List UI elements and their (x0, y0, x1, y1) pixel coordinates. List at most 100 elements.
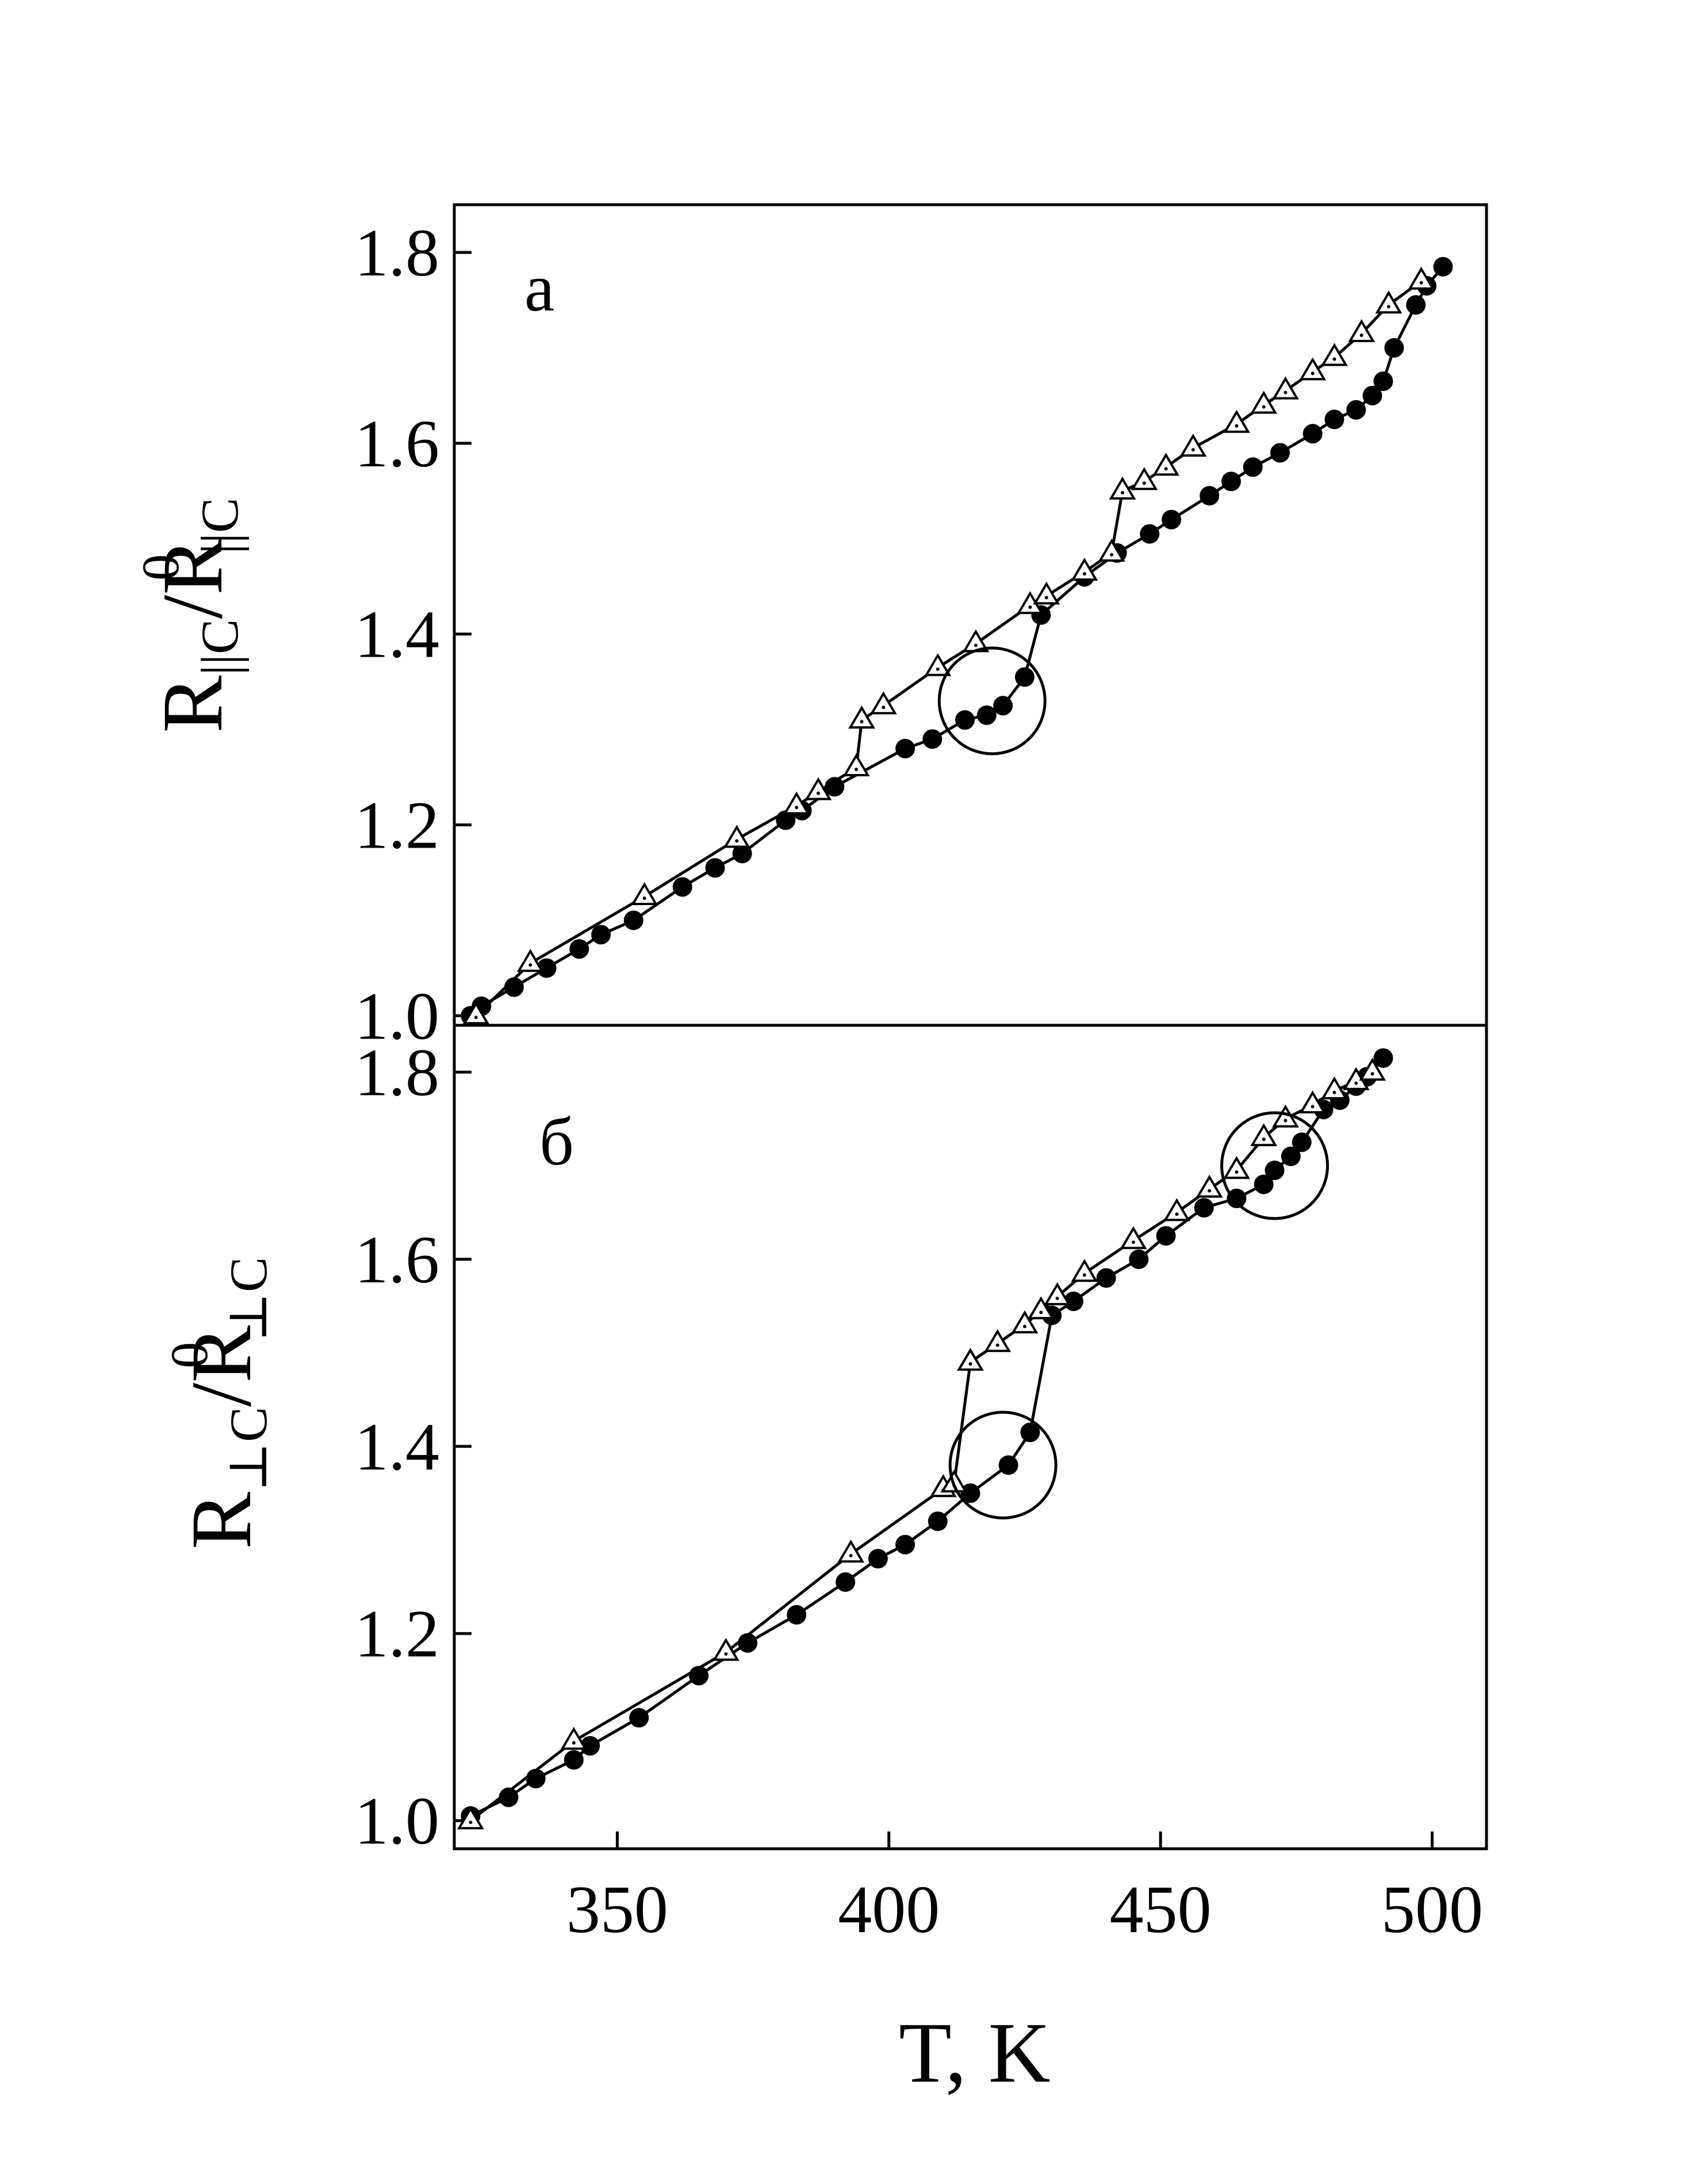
data-point-circle (564, 1750, 584, 1770)
data-point-triangle (1223, 1156, 1250, 1179)
data-point-circle (998, 1455, 1018, 1475)
data-point-circle (960, 1483, 980, 1503)
data-point-circle (738, 1633, 758, 1653)
panel-b: 1.01.21.41.61.8 350 400 450 500 б R⊥C/R0⊥C … (160, 1024, 1488, 2101)
data-point-circle (1384, 338, 1404, 358)
data-point-triangle (1321, 1076, 1348, 1099)
data-point-triangle (1272, 376, 1299, 400)
data-point-triangle (1321, 343, 1348, 366)
y-tick-label: 1.8 (355, 215, 440, 290)
x-tick-label: 350 (566, 1872, 668, 1947)
y-tick-label: 1.4 (355, 597, 440, 672)
data-point-circle (1433, 256, 1453, 277)
ylabel-b-sub2: ⊥C (219, 1257, 278, 1342)
data-point-triangle (1196, 1174, 1223, 1198)
highlight-circle (948, 1411, 1058, 1520)
data-point-circle (1014, 667, 1035, 687)
data-point-circle (836, 1572, 856, 1592)
data-point-circle (976, 705, 997, 725)
y-tick-label: 1.0 (355, 1783, 440, 1859)
data-point-circle (689, 1665, 709, 1685)
ylabel-a-base2: R (145, 538, 240, 595)
highlight-circle (937, 646, 1047, 756)
ylabel-a-slash: / (145, 595, 240, 619)
data-point-circle (993, 696, 1013, 716)
data-point-circle (1162, 509, 1182, 530)
data-point-triangle (1348, 319, 1376, 342)
series-line-open-triangle (469, 1071, 1373, 1822)
y-tick-label: 1.8 (355, 1034, 440, 1110)
x-tick-label: 500 (1381, 1872, 1483, 1947)
data-point-circle (1270, 443, 1290, 463)
panel-b-y-ticks: 1.0 1.2 1.4 1.6 1.8 (355, 1034, 472, 1859)
data-point-triangle (560, 1726, 588, 1750)
data-point-circle (825, 777, 845, 797)
data-point-triangle (1033, 581, 1060, 605)
panel-b-series (457, 1048, 1393, 1830)
panel-a-series (461, 256, 1453, 1026)
data-point-circle (868, 1549, 888, 1569)
panel-a: 1.01.21.41.61.8 а R||C/R0||C (131, 203, 1488, 1053)
data-point-triangle (1163, 1198, 1190, 1221)
data-point-circle (1243, 457, 1263, 477)
data-point-circle (776, 810, 796, 830)
data-point-triangle (1109, 476, 1136, 500)
data-point-triangle (516, 949, 544, 972)
ylabel-a-sub: ||C (190, 619, 249, 675)
y-tick-label: 1.6 (355, 406, 440, 481)
data-point-triangle (1250, 1123, 1278, 1147)
data-point-triangle (1299, 1090, 1327, 1114)
data-point-triangle (848, 706, 875, 729)
ylabel-b-sup2: 0 (160, 1342, 219, 1369)
data-point-triangle (869, 691, 897, 715)
y-tick-label: 1.2 (355, 1596, 440, 1672)
panel-a-y-axis-label: R||C/R0||C (131, 497, 249, 733)
data-point-circle (1156, 1226, 1176, 1246)
data-point-circle (1324, 409, 1344, 430)
data-point-triangle (1375, 290, 1403, 314)
data-point-circle (1265, 1160, 1285, 1181)
data-point-triangle (1179, 434, 1207, 457)
y-tick-label: 1.0 (355, 978, 440, 1053)
data-point-circle (1020, 1422, 1040, 1442)
data-point-circle (1406, 295, 1426, 315)
data-point-circle (928, 1511, 948, 1531)
y-tick-label: 1.4 (355, 1409, 440, 1484)
ylabel-b-slash: / (174, 1382, 269, 1407)
data-point-triangle (1027, 1296, 1055, 1320)
data-point-triangle (924, 653, 952, 676)
data-point-triangle (1408, 266, 1435, 290)
panel-a-letter: а (524, 250, 554, 325)
data-point-triangle (1120, 1226, 1147, 1250)
data-point-circle (623, 910, 643, 930)
data-point-circle (569, 939, 589, 959)
panel-b-x-ticks: 350 400 450 500 (566, 1832, 1483, 1947)
data-point-circle (1302, 424, 1323, 444)
data-point-circle (537, 958, 557, 978)
data-point-triangle (1071, 557, 1098, 581)
y-tick-label: 1.6 (355, 1222, 440, 1297)
data-point-triangle (984, 1329, 1012, 1352)
data-point-circle (922, 729, 942, 749)
data-point-circle (1362, 385, 1382, 405)
data-point-circle (1373, 1048, 1393, 1068)
data-point-triangle (957, 1347, 984, 1371)
data-point-triangle (712, 1638, 740, 1661)
data-point-circle (1254, 1174, 1274, 1194)
panel-b-letter: б (539, 1104, 574, 1179)
ylabel-a-sup2: 0 (131, 554, 190, 581)
panel-b-frame (453, 1024, 1488, 1850)
x-tick-label: 400 (838, 1872, 940, 1947)
ylabel-b-base2: R (174, 1325, 269, 1383)
ylabel-a-base: R (145, 676, 240, 733)
data-point-triangle (1044, 1282, 1071, 1305)
data-point-triangle (457, 1806, 484, 1830)
data-point-triangle (631, 882, 658, 905)
data-point-circle (672, 877, 692, 897)
ylabel-b-base: R (174, 1492, 269, 1549)
x-tick-label: 450 (1110, 1872, 1212, 1947)
data-point-circle (895, 738, 915, 758)
data-point-circle (1221, 472, 1241, 492)
data-point-circle (580, 1736, 600, 1756)
